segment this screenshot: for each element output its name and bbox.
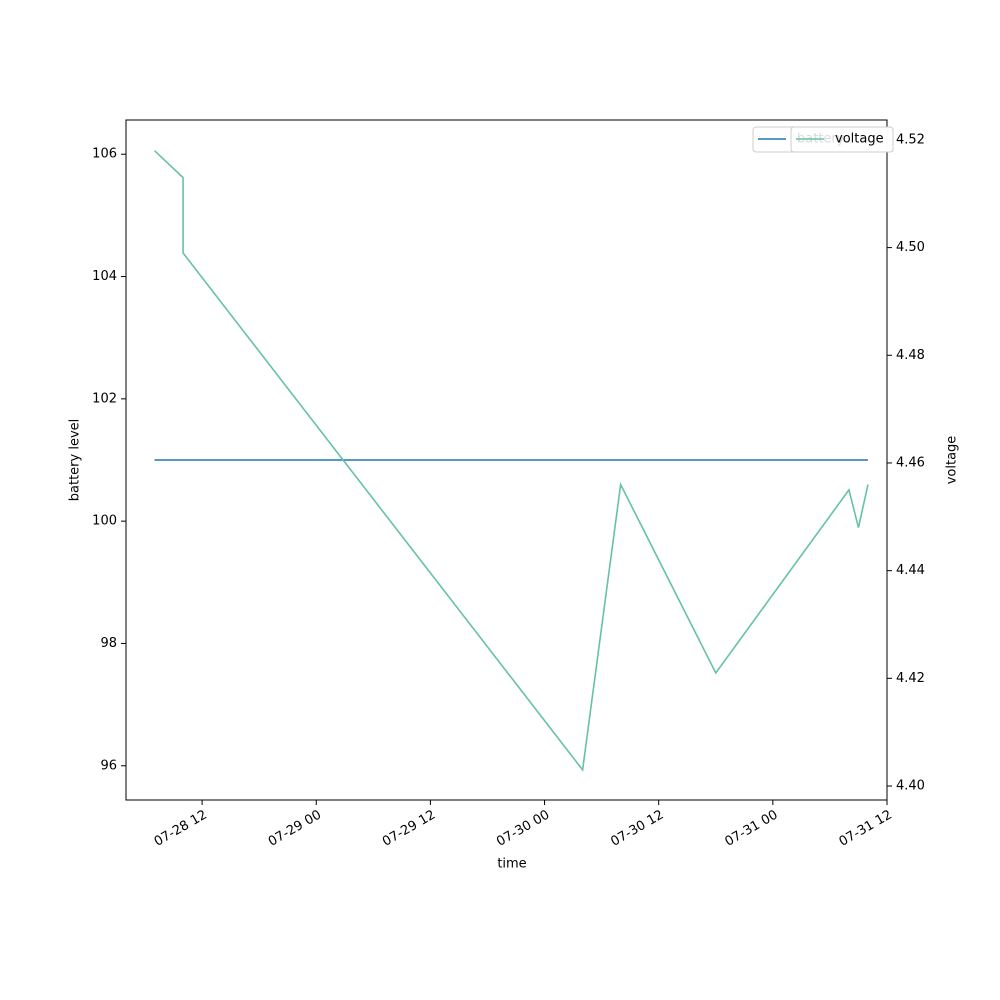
legend-label: voltage [835, 132, 884, 147]
legend-box [790, 126, 894, 153]
y2-tick-label: 4.50 [896, 240, 925, 255]
y2-tick-label: 4.52 [896, 132, 925, 147]
y2-tick-label: 4.44 [896, 563, 925, 578]
x-tick-label: 07-31 00 [722, 808, 780, 850]
y-tick-label: 98 [100, 636, 117, 651]
plot-frame [125, 119, 888, 801]
x-tick-label: 07-28 12 [152, 808, 210, 850]
x-tick-label: 07-30 12 [608, 808, 666, 850]
x-axis-label: time [497, 857, 526, 872]
y2-tick-label: 4.48 [896, 348, 925, 363]
x-tick-label: 07-29 12 [380, 808, 438, 850]
y-tick-label: 96 [100, 758, 117, 773]
series-line [153, 150, 869, 772]
y2-axis-label: voltage [945, 436, 960, 485]
x-tick-label: 07-29 00 [266, 808, 324, 850]
y2-tick-label: 4.42 [896, 671, 925, 686]
y-tick-label: 106 [92, 147, 117, 162]
y-axis-label: battery level [68, 419, 83, 502]
x-tick-label: 07-30 00 [494, 808, 552, 850]
y-tick-label: 104 [92, 269, 117, 284]
y2-tick-label: 4.46 [896, 455, 925, 470]
y-tick-label: 102 [92, 391, 117, 406]
y2-tick-label: 4.40 [896, 779, 925, 794]
y-tick-label: 100 [92, 514, 117, 529]
x-tick-label: 07-31 12 [837, 808, 895, 850]
